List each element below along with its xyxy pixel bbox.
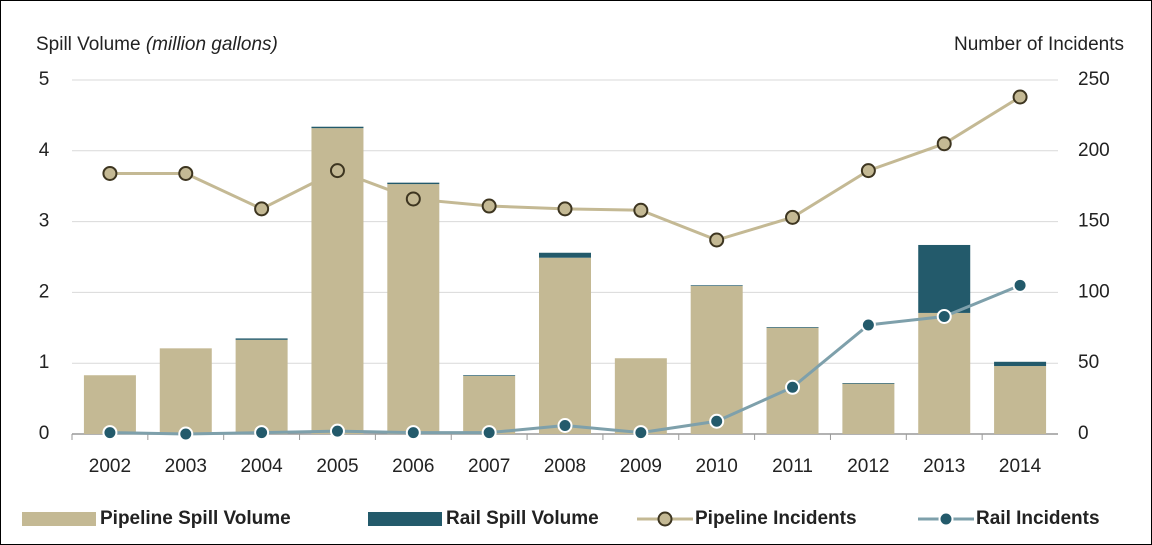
bar — [842, 383, 895, 384]
bar — [463, 375, 516, 376]
y2-tick-label: 250 — [1078, 69, 1110, 90]
bar — [918, 312, 971, 434]
marker — [633, 202, 649, 218]
marker — [481, 198, 497, 214]
x-tick-label: 2010 — [696, 456, 738, 477]
y-tick-label: 2 — [39, 281, 50, 302]
y-axis-title: Spill Volume (million gallons) — [36, 34, 278, 55]
marker — [102, 165, 118, 181]
bar — [235, 339, 288, 434]
x-tick-label: 2006 — [392, 456, 434, 477]
bar — [539, 257, 591, 434]
y2-tick-label: 150 — [1078, 211, 1110, 232]
legend-label: Rail Incidents — [976, 508, 1100, 529]
marker — [785, 379, 801, 395]
y2-tick-label: 200 — [1078, 140, 1110, 161]
marker — [481, 425, 497, 441]
bar — [463, 375, 516, 434]
marker — [1012, 89, 1028, 105]
marker — [936, 136, 952, 152]
marker — [178, 165, 194, 181]
marker — [405, 191, 421, 207]
x-tick-label: 2009 — [620, 456, 662, 477]
x-tick-label: 2011 — [772, 456, 813, 477]
x-tick-label: 2003 — [165, 456, 207, 477]
y2-tick-label: 0 — [1078, 423, 1089, 444]
x-tick-label: 2002 — [89, 456, 131, 477]
bar — [387, 184, 440, 434]
marker — [405, 425, 421, 441]
bar — [766, 327, 819, 328]
bar — [387, 182, 440, 185]
marker — [633, 425, 649, 441]
legend-marker — [938, 511, 954, 527]
y-tick-label: 5 — [39, 69, 50, 90]
marker — [254, 425, 270, 441]
y2-axis-title: Number of Incidents — [954, 34, 1124, 55]
marker — [329, 423, 345, 439]
marker — [709, 232, 725, 248]
marker — [709, 413, 725, 429]
marker — [860, 317, 876, 333]
y-axis-title-unit: (million gallons) — [146, 34, 278, 55]
x-tick-label: 2013 — [923, 456, 965, 477]
x-tick-label: 2008 — [544, 456, 586, 477]
marker — [102, 425, 118, 441]
x-tick-label: 2007 — [468, 456, 510, 477]
y2-tick-label: 100 — [1078, 281, 1110, 302]
legend-label: Rail Spill Volume — [446, 508, 599, 529]
x-tick-label: 2012 — [847, 456, 889, 477]
marker — [936, 308, 952, 324]
bar — [311, 126, 364, 129]
marker — [329, 163, 345, 179]
bar — [690, 286, 743, 434]
legend-marker — [657, 511, 673, 527]
bar — [159, 348, 212, 434]
bar — [994, 366, 1047, 434]
marker — [557, 418, 573, 434]
bar — [690, 285, 743, 287]
legend-swatch — [368, 512, 442, 526]
y-tick-label: 0 — [39, 423, 50, 444]
bar — [235, 338, 288, 340]
marker — [254, 201, 270, 217]
marker — [557, 201, 573, 217]
bar — [83, 375, 136, 434]
marker — [785, 209, 801, 225]
y-tick-label: 1 — [39, 352, 50, 373]
bar — [994, 361, 1047, 367]
legend-label: Pipeline Spill Volume — [100, 508, 291, 529]
marker — [178, 426, 194, 442]
bar — [614, 358, 667, 434]
marker — [1012, 277, 1028, 293]
x-tick-label: 2005 — [316, 456, 358, 477]
bar — [918, 244, 971, 313]
y2-tick-label: 50 — [1078, 352, 1099, 373]
y-tick-label: 4 — [39, 140, 50, 161]
bar — [842, 383, 895, 434]
legend-label: Pipeline Incidents — [695, 508, 857, 529]
marker — [860, 163, 876, 179]
y-axis-title-main: Spill Volume — [36, 34, 141, 55]
x-tick-label: 2014 — [999, 456, 1042, 477]
y-tick-label: 3 — [39, 211, 50, 232]
x-tick-label: 2004 — [240, 456, 283, 477]
bar — [539, 252, 591, 258]
legend-swatch — [22, 512, 96, 526]
